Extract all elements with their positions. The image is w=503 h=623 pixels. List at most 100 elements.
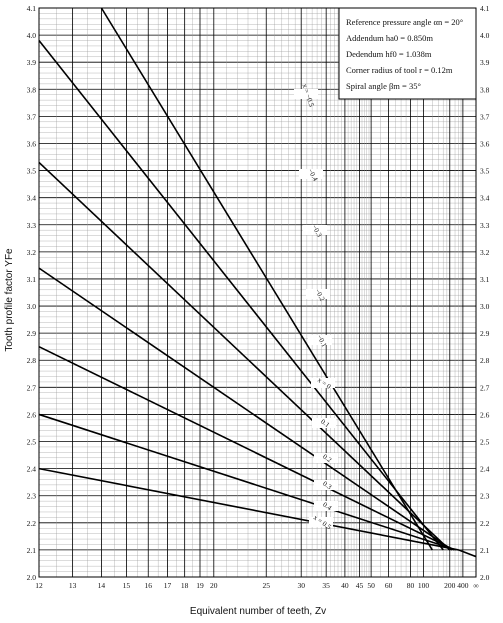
parameter-text: Addendum ha0 = 0.850m (346, 33, 433, 43)
curve-label: 0.4 (321, 501, 333, 513)
x-tick-label: 14 (98, 581, 106, 590)
y-tick-label-right: 2.0 (480, 573, 490, 582)
curve-label-bg (299, 169, 323, 179)
curve-label-bg (309, 517, 333, 527)
y-tick-label-right: 3.2 (480, 248, 490, 257)
plot-border (38, 7, 477, 578)
series-line (38, 345, 455, 551)
y-tick-label-right: 3.3 (480, 221, 490, 230)
series-line (38, 267, 453, 551)
y-tick-label-right: 2.5 (480, 438, 490, 447)
x-tick-label: 13 (69, 581, 77, 590)
series-line (38, 40, 444, 551)
y-tick-label-right: 3.0 (480, 302, 490, 311)
curve-label-bg (306, 289, 330, 299)
curve-label-bg (314, 480, 338, 490)
x-tick-label: 15 (123, 581, 131, 590)
curve-label-bg (294, 89, 318, 99)
x-tick-label: 40 (341, 581, 349, 590)
x-tick-label: 18 (181, 581, 189, 590)
y-tick-label-right: 3.6 (480, 139, 490, 148)
curve-label-bg (311, 378, 335, 388)
series-line (38, 413, 457, 551)
y-tick-label-left: 3.8 (27, 85, 37, 94)
series-line (458, 549, 477, 558)
x-tick-label: 60 (385, 581, 393, 590)
series-line (38, 467, 459, 551)
y-tick-label-left: 2.9 (27, 329, 37, 338)
y-tick-label-left: 2.2 (27, 519, 37, 528)
x-tick-label: 100 (418, 581, 430, 590)
y-tick-label-right: 2.2 (480, 519, 490, 528)
x-tick-label: 50 (367, 581, 375, 590)
y-tick-label-left: 2.7 (27, 383, 37, 392)
y-tick-label-left: 2.0 (27, 573, 37, 582)
parameter-text: Dedendum hf0 = 1.038m (346, 49, 432, 59)
y-tick-label-right: 3.5 (480, 167, 490, 176)
parameter-text: Spiral angle βm = 35° (346, 81, 421, 91)
x-axis-title: Equivalent number of teeth, Zv (190, 606, 326, 617)
curve-label: 0.3 (321, 480, 333, 492)
x-tick-label: 16 (145, 581, 153, 590)
curve-label-bg (314, 453, 338, 463)
y-tick-label-left: 2.4 (27, 465, 37, 474)
y-tick-label-right: 2.9 (480, 329, 490, 338)
y-tick-label-right: 4.1 (480, 4, 490, 13)
y-tick-label-left: 2.3 (27, 492, 37, 501)
y-tick-label-right: 2.1 (480, 546, 490, 555)
y-tick-label-left: 2.8 (27, 356, 37, 365)
curve-lines (38, 7, 477, 558)
x-tick-label: 20 (210, 581, 218, 590)
y-tick-label-right: 3.4 (480, 194, 490, 203)
curve-label-bg (314, 501, 338, 511)
x-tick-label: 25 (262, 581, 270, 590)
series-line (38, 161, 451, 551)
y-tick-label-left: 2.1 (27, 546, 37, 555)
y-tick-label-right: 3.9 (480, 58, 490, 67)
y-tick-label-left: 2.5 (27, 438, 37, 447)
y-tick-label-left: 3.9 (27, 58, 37, 67)
y-tick-label-left: 3.1 (27, 275, 37, 284)
tick-labels: 12 13 14 15 16 17 18 19 20 25 30 35 40 45 50 60 80 100 200… (27, 4, 490, 590)
x-tick-label: 80 (407, 581, 415, 590)
y-tick-label-right: 2.7 (480, 383, 490, 392)
series-line (100, 7, 433, 551)
y-tick-label-right: 3.7 (480, 112, 490, 121)
x-tick-label: 12 (35, 581, 43, 590)
y-tick-label-right: 2.3 (480, 492, 490, 501)
x-tick-label: 19 (196, 581, 204, 590)
y-tick-label-right: 2.8 (480, 356, 490, 365)
x-tick-label: ∞ (473, 581, 478, 590)
y-tick-label-left: 3.5 (27, 167, 37, 176)
curve-label-bg (303, 225, 327, 235)
y-tick-label-left: 3.0 (27, 302, 37, 311)
y-tick-label-right: 3.1 (480, 275, 490, 284)
y-tick-label-right: 2.4 (480, 465, 490, 474)
y-tick-label-right: 3.8 (480, 85, 490, 94)
x-tick-label: 45 (356, 581, 364, 590)
y-tick-label-left: 4.1 (27, 4, 37, 13)
y-tick-label-left: 3.4 (27, 194, 37, 203)
x-tick-label: 400 (457, 581, 469, 590)
x-tick-label: 35 (322, 581, 330, 590)
parameter-box (338, 7, 477, 100)
y-tick-label-right: 4.0 (480, 31, 490, 40)
x-tick-label: 30 (297, 581, 305, 590)
y-tick-label-left: 2.6 (27, 410, 37, 419)
y-axis-title: Tooth profile factor YFe (4, 248, 15, 352)
parameter-text: Reference pressure angle αn = 20° (346, 17, 463, 27)
y-tick-label-left: 3.7 (27, 112, 37, 121)
curve-label: 0.2 (321, 453, 333, 465)
y-tick-label-left: 4.0 (27, 31, 37, 40)
y-tick-label-right: 2.6 (480, 410, 490, 419)
y-tick-label-left: 3.2 (27, 248, 37, 257)
curve-label-bg (308, 335, 332, 345)
parameter-text: Corner radius of tool r = 0.12m (346, 65, 453, 75)
x-tick-label: 17 (164, 581, 172, 590)
y-tick-label-left: 3.6 (27, 139, 37, 148)
x-tick-label: 200 (444, 581, 456, 590)
y-tick-label-left: 3.3 (27, 221, 37, 230)
curve-label-bg (312, 418, 336, 428)
